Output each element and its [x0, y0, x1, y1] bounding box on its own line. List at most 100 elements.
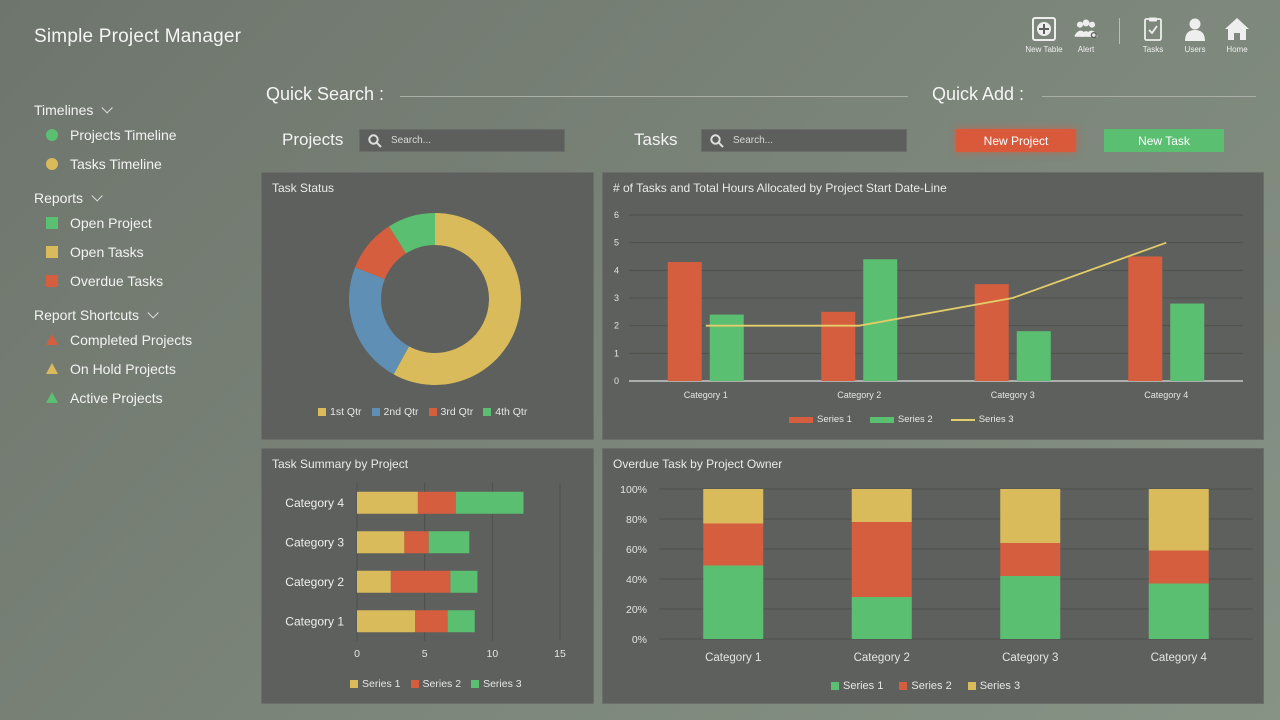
sidebar-item-open-project[interactable]: Open Project [34, 208, 234, 237]
overdue-owner-title: Overdue Task by Project Owner [613, 457, 783, 471]
y-tick-label: 3 [614, 293, 619, 303]
bar-segment [703, 489, 764, 524]
legend-swatch [318, 408, 326, 416]
legend-item: Series 2 [899, 680, 952, 692]
sidebar-item-open-tasks[interactable]: Open Tasks [34, 237, 234, 266]
toolbar-label: Users [1184, 45, 1206, 54]
legend-swatch [350, 680, 358, 688]
sidebar-header-timelines[interactable]: Timelines [34, 100, 234, 120]
bar-segment [357, 610, 416, 633]
y-tick-label: 0% [632, 634, 647, 646]
overdue-owner-stacked-chart: 0% 20% 40% 60% 80% 100% Category 1 Category 2 Ca… [620, 484, 1253, 664]
y-tick-label: 60% [626, 544, 647, 556]
legend-label: Series 3 [979, 680, 1021, 692]
bar-segment [1000, 576, 1061, 639]
projects-search-label: Projects [282, 130, 344, 149]
projects-search-input[interactable] [391, 135, 561, 146]
projects-search-box [359, 129, 565, 152]
sidebar-item-projects-timeline[interactable]: Projects Timeline [34, 120, 234, 149]
x-tick-label: Category 3 [991, 390, 1035, 400]
tasks-search-input[interactable] [733, 135, 903, 146]
y-tick-label: 40% [626, 574, 647, 586]
legend-swatch [471, 680, 480, 688]
alert-button[interactable]: Alert [1065, 16, 1107, 54]
bar-segment [703, 565, 764, 639]
legend-swatch [869, 416, 894, 423]
red-square-icon [46, 274, 58, 287]
legend-item: 2nd Qtr [371, 406, 419, 418]
sidebar-item-label: Tasks Timeline [70, 155, 162, 172]
sidebar-item-label: Open Tasks [70, 243, 144, 260]
sidebar-item-label: Open Project [70, 214, 152, 231]
y-tick-label: 2 [614, 321, 619, 331]
legend-item: Series 1 [831, 680, 883, 692]
sidebar-section-report-shortcuts: Report Shortcuts Completed Projects On H… [34, 305, 234, 412]
task-status-panel: Task Status 1st Qtr 2nd Qtr 3rd Qtr 4th … [261, 172, 594, 440]
top-toolbar: New Table Alert Tasks Users Home [1023, 16, 1258, 54]
tasks-search-box [701, 129, 907, 152]
tasks-icon [1144, 17, 1162, 41]
legend-label: Series 3 [483, 678, 522, 690]
x-tick-label: Category 4 [1144, 390, 1188, 400]
home-button[interactable]: Home [1216, 16, 1258, 54]
legend-swatch [371, 408, 380, 416]
red-triangle-icon [46, 334, 58, 345]
sidebar-item-label: Projects Timeline [70, 126, 177, 143]
sidebar-item-active-projects[interactable]: Active Projects [34, 383, 234, 412]
sidebar-item-tasks-timeline[interactable]: Tasks Timeline [34, 149, 234, 178]
legend-item: 3rd Qtr [428, 406, 473, 418]
legend-item: Series 2 [869, 414, 933, 425]
sidebar-header-reports[interactable]: Reports [34, 188, 234, 208]
toolbar-label: Home [1226, 45, 1248, 54]
task-status-title: Task Status [272, 181, 335, 195]
x-tick-label: Category 4 [1151, 652, 1208, 664]
x-tick-label: Category 2 [837, 390, 881, 400]
legend-swatch [831, 682, 839, 690]
sidebar-header-report-shortcuts[interactable]: Report Shortcuts [34, 305, 234, 325]
legend-label: Series 3 [978, 414, 1014, 425]
legend-item: Series 1 [350, 678, 401, 690]
green-square-icon [46, 216, 58, 229]
y-tick-label: Category 2 [285, 575, 344, 589]
chevron-down-icon [101, 102, 114, 114]
users-button[interactable]: Users [1174, 16, 1216, 54]
series-line [705, 241, 1167, 327]
task-summary-title: Task Summary by Project [272, 457, 409, 471]
new-table-button[interactable]: New Table [1023, 16, 1065, 54]
tasks-hours-legend: Series 1 Series 2 Series 3 [789, 414, 1024, 425]
new-task-button[interactable]: New Task [1104, 129, 1224, 152]
bar-segment [357, 570, 391, 593]
legend-swatch [950, 418, 975, 421]
bar-segment [417, 491, 456, 514]
legend-label: 2nd Qtr [383, 406, 419, 418]
sidebar-item-on-hold-projects[interactable]: On Hold Projects [34, 354, 234, 383]
quick-add-label: Quick Add : [932, 84, 1025, 104]
legend-label: 1st Qtr [330, 406, 362, 418]
sidebar-section-reports: Reports Open Project Open Tasks Overdue … [34, 188, 234, 295]
y-tick-label: 5 [614, 238, 619, 248]
sidebar-item-completed-projects[interactable]: Completed Projects [34, 325, 234, 354]
bar-segment [1000, 489, 1061, 543]
search-icon [368, 133, 382, 148]
donut-slice [349, 267, 409, 375]
app-title: Simple Project Manager [34, 26, 242, 47]
new-project-button[interactable]: New Project [956, 129, 1076, 152]
sidebar-header-label: Timelines [34, 102, 94, 118]
bar-segment [390, 570, 451, 593]
donut-slice [355, 226, 407, 280]
bar-segment [357, 531, 405, 554]
bar-segment [455, 491, 524, 514]
bar [821, 311, 856, 381]
bar-segment [851, 489, 912, 522]
quick-search-label: Quick Search : [266, 84, 385, 104]
sidebar-header-label: Reports [34, 190, 84, 206]
y-tick-label: 80% [626, 514, 647, 526]
legend-swatch [967, 682, 976, 690]
users-icon [1185, 18, 1205, 41]
sidebar-item-overdue-tasks[interactable]: Overdue Tasks [34, 266, 234, 295]
green-circle-icon [46, 128, 58, 141]
donut-slice [393, 213, 521, 385]
legend-swatch [483, 408, 492, 416]
tasks-button[interactable]: Tasks [1132, 16, 1174, 54]
search-icon [710, 133, 724, 148]
